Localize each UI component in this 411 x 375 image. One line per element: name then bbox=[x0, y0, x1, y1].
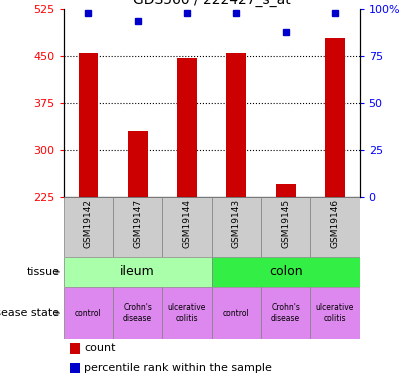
Text: GSM19142: GSM19142 bbox=[84, 199, 93, 248]
Bar bbox=[113, 197, 162, 257]
Bar bbox=[128, 131, 148, 197]
Text: GSM19146: GSM19146 bbox=[330, 199, 339, 248]
Text: count: count bbox=[84, 343, 116, 353]
Bar bbox=[261, 287, 310, 339]
Bar bbox=[64, 257, 212, 287]
Text: GSM19143: GSM19143 bbox=[232, 199, 241, 248]
Text: ulcerative
colitis: ulcerative colitis bbox=[316, 303, 354, 323]
Text: Crohn's
disease: Crohn's disease bbox=[271, 303, 300, 323]
Bar bbox=[69, 363, 80, 373]
Bar bbox=[64, 287, 113, 339]
Bar bbox=[310, 197, 360, 257]
Bar bbox=[261, 197, 310, 257]
Title: GDS560 / 222427_s_at: GDS560 / 222427_s_at bbox=[133, 0, 291, 7]
Bar bbox=[276, 184, 296, 197]
Bar bbox=[162, 287, 212, 339]
Text: Crohn's
disease: Crohn's disease bbox=[123, 303, 152, 323]
Bar bbox=[212, 257, 360, 287]
Bar bbox=[69, 343, 80, 354]
Bar bbox=[325, 38, 345, 197]
Text: GSM19147: GSM19147 bbox=[133, 199, 142, 248]
Text: ulcerative
colitis: ulcerative colitis bbox=[168, 303, 206, 323]
Text: percentile rank within the sample: percentile rank within the sample bbox=[84, 363, 272, 373]
Text: ileum: ileum bbox=[120, 266, 155, 278]
Text: GSM19144: GSM19144 bbox=[182, 199, 192, 248]
Bar bbox=[310, 287, 360, 339]
Bar bbox=[212, 197, 261, 257]
Text: tissue: tissue bbox=[27, 267, 60, 277]
Text: control: control bbox=[223, 309, 250, 318]
Bar bbox=[226, 53, 246, 197]
Text: GSM19145: GSM19145 bbox=[281, 199, 290, 248]
Bar bbox=[79, 53, 98, 197]
Bar bbox=[212, 287, 261, 339]
Bar bbox=[64, 197, 113, 257]
Bar bbox=[113, 287, 162, 339]
Text: colon: colon bbox=[269, 266, 302, 278]
Bar bbox=[162, 197, 212, 257]
Bar bbox=[177, 57, 197, 197]
Text: disease state: disease state bbox=[0, 308, 60, 318]
Text: control: control bbox=[75, 309, 102, 318]
